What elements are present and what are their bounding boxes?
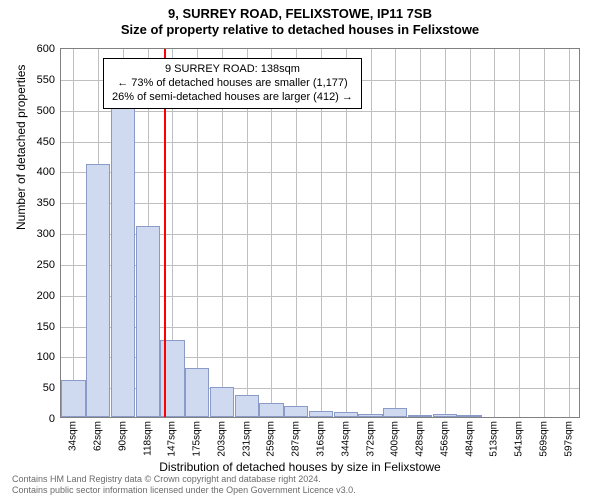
annotation-line: 9 SURREY ROAD: 138sqm — [112, 63, 353, 77]
x-tick-label: 231sqm — [241, 421, 252, 457]
annotation-line: 26% of semi-detached houses are larger (… — [112, 91, 353, 105]
gridline-v — [371, 49, 372, 417]
gridline-v — [569, 49, 570, 417]
x-tick-label: 259sqm — [266, 421, 277, 457]
x-tick-label: 400sqm — [390, 421, 401, 457]
gridline-v — [395, 49, 396, 417]
x-tick-label: 428sqm — [415, 421, 426, 457]
y-tick-label: 150 — [37, 321, 55, 333]
x-tick-label: 147sqm — [167, 421, 178, 457]
y-tick-label: 500 — [37, 105, 55, 117]
histogram-bar — [457, 415, 481, 417]
histogram-bar — [235, 395, 259, 417]
footer-line-2: Contains public sector information licen… — [12, 485, 356, 496]
x-tick-label: 316sqm — [316, 421, 327, 457]
annotation-line: ← 73% of detached houses are smaller (1,… — [112, 77, 353, 91]
histogram-bar — [259, 403, 283, 417]
gridline-h — [61, 111, 579, 112]
histogram-bar — [185, 368, 209, 417]
histogram-bar — [210, 387, 234, 417]
gridline-v — [544, 49, 545, 417]
histogram-bar — [284, 406, 308, 417]
gridline-v — [445, 49, 446, 417]
footer-line-1: Contains HM Land Registry data © Crown c… — [12, 474, 356, 485]
y-tick-label: 50 — [43, 382, 55, 394]
histogram-bar — [309, 411, 333, 417]
y-tick-label: 250 — [37, 259, 55, 271]
title-line-2: Size of property relative to detached ho… — [0, 22, 600, 38]
histogram-bar — [408, 415, 432, 417]
gridline-v — [519, 49, 520, 417]
gridline-h — [61, 203, 579, 204]
gridline-v — [73, 49, 74, 417]
y-tick-label: 400 — [37, 166, 55, 178]
x-tick-label: 118sqm — [142, 421, 153, 456]
y-tick-label: 350 — [37, 197, 55, 209]
gridline-h — [61, 142, 579, 143]
gridline-v — [494, 49, 495, 417]
histogram-bar — [111, 78, 135, 417]
footer-credits: Contains HM Land Registry data © Crown c… — [12, 474, 356, 496]
y-axis-label: Number of detached properties — [14, 65, 28, 230]
x-tick-label: 372sqm — [365, 421, 376, 457]
x-tick-label: 203sqm — [216, 421, 227, 457]
x-tick-label: 90sqm — [117, 421, 128, 451]
title-line-1: 9, SURREY ROAD, FELIXSTOWE, IP11 7SB — [0, 6, 600, 22]
y-tick-label: 200 — [37, 290, 55, 302]
x-tick-label: 34sqm — [68, 421, 79, 451]
y-tick-label: 450 — [37, 136, 55, 148]
x-tick-label: 513sqm — [489, 421, 500, 457]
histogram-bar — [61, 380, 85, 417]
y-tick-label: 300 — [37, 228, 55, 240]
histogram-bar — [358, 414, 382, 417]
y-tick-label: 550 — [37, 74, 55, 86]
y-tick-label: 100 — [37, 351, 55, 363]
gridline-h — [61, 172, 579, 173]
plot-area: 05010015020025030035040045050055060034sq… — [60, 48, 580, 418]
y-tick-label: 600 — [37, 43, 55, 55]
histogram-bar — [136, 226, 160, 417]
x-tick-label: 456sqm — [439, 421, 450, 457]
y-tick-label: 0 — [49, 413, 55, 425]
x-tick-label: 287sqm — [291, 421, 302, 457]
gridline-v — [470, 49, 471, 417]
x-tick-label: 569sqm — [538, 421, 549, 457]
x-tick-label: 597sqm — [563, 421, 574, 457]
x-tick-label: 541sqm — [514, 421, 525, 457]
x-tick-label: 484sqm — [464, 421, 475, 457]
histogram-bar — [86, 164, 110, 417]
x-tick-label: 175sqm — [192, 421, 203, 457]
chart-area: 05010015020025030035040045050055060034sq… — [60, 48, 580, 418]
histogram-bar — [334, 412, 358, 417]
histogram-bar — [433, 414, 457, 417]
x-tick-label: 62sqm — [93, 421, 104, 451]
annotation-box: 9 SURREY ROAD: 138sqm← 73% of detached h… — [103, 58, 362, 109]
chart-title: 9, SURREY ROAD, FELIXSTOWE, IP11 7SB Siz… — [0, 0, 600, 39]
x-axis-label: Distribution of detached houses by size … — [0, 460, 600, 474]
histogram-bar — [383, 408, 407, 417]
x-tick-label: 344sqm — [340, 421, 351, 457]
gridline-v — [420, 49, 421, 417]
